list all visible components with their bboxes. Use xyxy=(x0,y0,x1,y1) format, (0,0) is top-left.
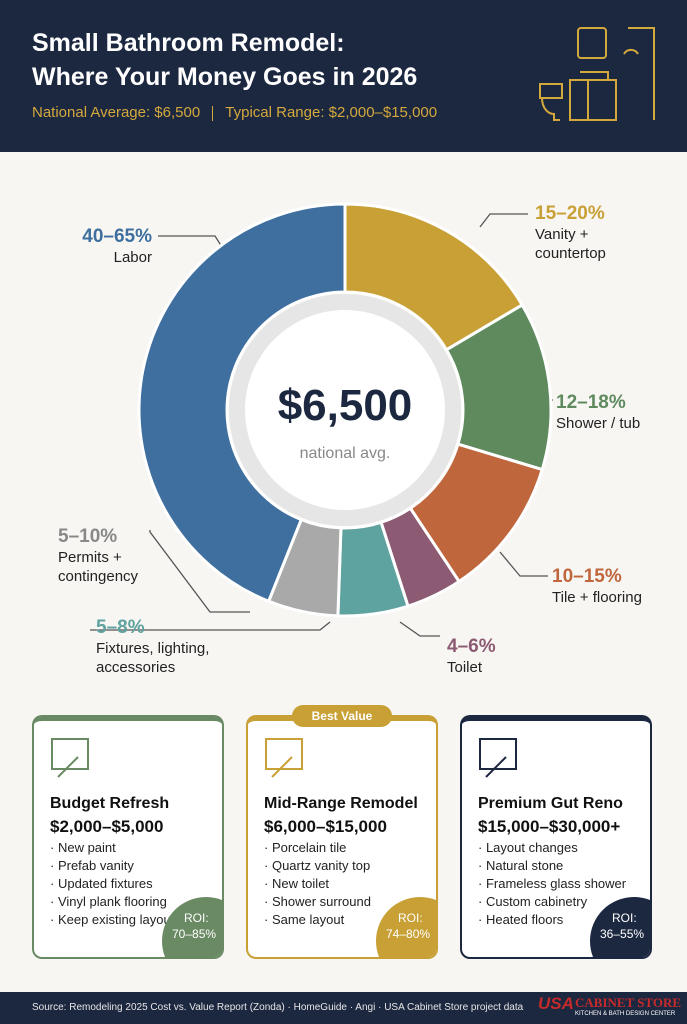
card-item: Layout changes xyxy=(478,839,626,857)
footer: Source: Remodeling 2025 Cost vs. Value R… xyxy=(0,992,687,1024)
slice-value-label: 12–18% xyxy=(556,392,626,413)
slice-label: 12–18% Shower / tub xyxy=(556,392,656,433)
center-value: $6,500 xyxy=(278,381,413,430)
slice-category: Shower / tub xyxy=(556,415,641,432)
average: National Average: $6,500 xyxy=(32,104,201,121)
badge: Best Value xyxy=(292,705,392,727)
card-icon xyxy=(51,738,89,778)
subtitle: National Average: $6,500 Typical Range: … xyxy=(32,104,437,121)
roi-value: 74–80% xyxy=(386,927,431,941)
center xyxy=(245,310,445,510)
donut-chart: $6,500 national avg. xyxy=(90,202,553,637)
card-price: $2,000–$5,000 xyxy=(50,817,164,836)
card-item: Custom cabinetry xyxy=(478,893,626,911)
slice-category: Fixtures, lighting, accessories xyxy=(96,640,210,676)
source: Source: Remodeling 2025 Cost vs. Value R… xyxy=(32,1002,524,1013)
header: Small Bathroom Remodel: Where Your Money… xyxy=(0,0,687,152)
roi-label: ROI: xyxy=(612,911,637,925)
slice-value-label: 5–10% xyxy=(58,526,118,547)
logo-mark: USA xyxy=(538,994,574,1013)
card-items: New paintPrefab vanityUpdated fixturesVi… xyxy=(50,839,174,929)
slice-value-label: 40–65% xyxy=(82,226,152,247)
card-item: New paint xyxy=(50,839,174,857)
card-item: Shower surround xyxy=(264,893,371,911)
slice-value-label: 10–15% xyxy=(552,566,622,587)
card-item: Frameless glass shower xyxy=(478,875,626,893)
slice-label: 40–65% Labor xyxy=(40,226,152,267)
slice-value-label: 4–6% xyxy=(447,636,496,657)
card-item: Porcelain tile xyxy=(264,839,371,857)
card-items: Porcelain tileQuartz vanity topNew toile… xyxy=(264,839,371,929)
slice-category: Permits + contingency xyxy=(58,549,139,585)
card-item: Quartz vanity top xyxy=(264,857,371,875)
roi-badge: ROI: 74–80% xyxy=(376,897,436,957)
range: Typical Range: $2,000–$15,000 xyxy=(225,104,438,121)
slice-label: 5–10% Permits + contingency xyxy=(58,526,178,586)
roi-badge: ROI: 36–55% xyxy=(590,897,650,957)
card-item: Vinyl plank flooring xyxy=(50,893,174,911)
card-name: Budget Refresh xyxy=(50,795,170,812)
slice-label: 15–20% Vanity + countertop xyxy=(535,203,635,263)
slice xyxy=(137,202,347,604)
slice-label: 4–6% Toilet xyxy=(447,636,527,677)
card-price: $15,000–$30,000+ xyxy=(478,817,621,836)
card-item: Natural stone xyxy=(478,857,626,875)
logo-tagline: KITCHEN & BATH DESIGN CENTER xyxy=(575,1011,676,1017)
card-icon xyxy=(265,738,303,778)
plan-card: Premium Gut Reno $15,000–$30,000+ Layout c… xyxy=(460,715,652,959)
slice-category: Toilet xyxy=(447,659,483,676)
card-item: Keep existing layout xyxy=(50,911,174,929)
header-icon xyxy=(539,27,655,121)
roi-value: 36–55% xyxy=(600,927,645,941)
title: Small Bathroom Remodel: Where Your Money… xyxy=(32,26,417,94)
logo-name: CABINET STORE xyxy=(575,995,682,1010)
card-item: Updated fixtures xyxy=(50,875,174,893)
plan-card: Mid-Range Remodel $6,000–$15,000 Porcelain… xyxy=(246,715,438,959)
slice-category: Labor xyxy=(113,249,152,266)
card-price: $6,000–$15,000 xyxy=(264,817,387,836)
card-name: Mid-Range Remodel xyxy=(264,795,418,812)
card-item: Same layout xyxy=(264,911,371,929)
card-item: Prefab vanity xyxy=(50,857,174,875)
slice-category: Vanity + countertop xyxy=(535,226,606,262)
roi-value: 70–85% xyxy=(172,927,217,941)
roi-label: ROI: xyxy=(398,911,423,925)
card-items: Layout changesNatural stoneFrameless gla… xyxy=(478,839,626,929)
card-name: Premium Gut Reno xyxy=(478,795,623,812)
slice-label: 5–8% Fixtures, lighting, accessories xyxy=(96,617,266,677)
plan-card: Budget Refresh $2,000–$5,000 New paintPref… xyxy=(32,715,224,959)
card-item: Heated floors xyxy=(478,911,626,929)
card-item: New toilet xyxy=(264,875,371,893)
roi-label: ROI: xyxy=(184,911,209,925)
center-sublabel: national avg. xyxy=(300,445,391,462)
title-line: Where Your Money Goes in 2026 xyxy=(32,63,418,91)
slice-value-label: 5–8% xyxy=(96,617,145,638)
slice-label: 10–15% Tile + flooring xyxy=(552,566,662,607)
slice-value-label: 15–20% xyxy=(535,203,605,224)
slice-category: Tile + flooring xyxy=(552,589,642,606)
title-line: Small Bathroom Remodel: xyxy=(32,29,345,57)
card-icon xyxy=(479,738,517,778)
